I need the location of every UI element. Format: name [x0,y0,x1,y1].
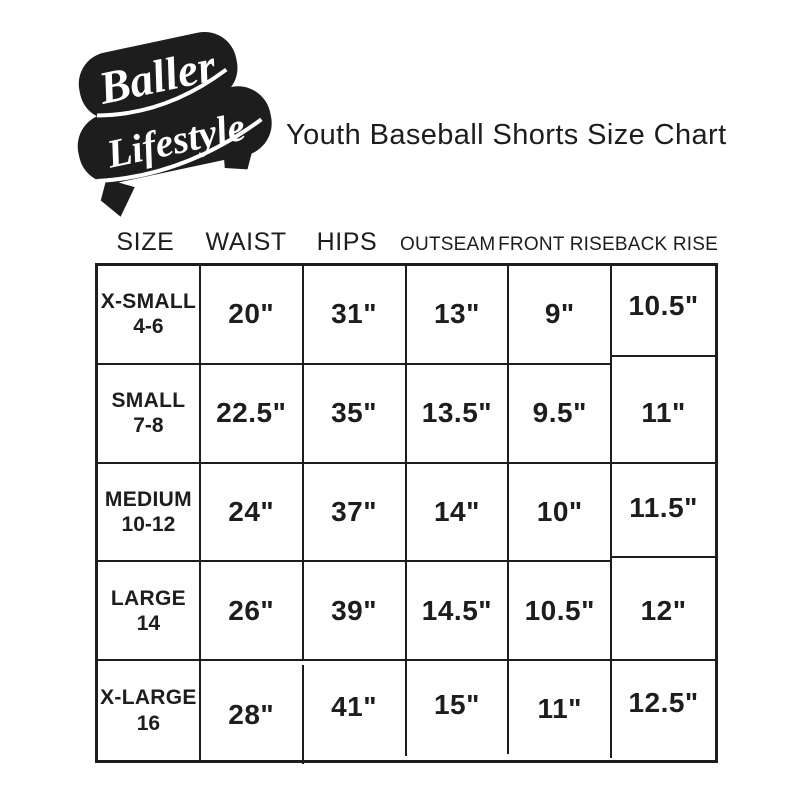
back-rise-cell: 11.5" [612,460,715,559]
logo-artwork: Baller Lifestyle [77,31,272,217]
size-label: X-SMALL [100,290,197,314]
size-fit: 7-8 [133,414,164,438]
header-waist: WAIST [205,228,287,256]
outseam-cell: 14" [406,463,510,563]
header-front-rise: FRONT RISE [498,234,615,255]
hips-cell: 41" [304,657,407,756]
waist-cell: 20" [200,266,304,365]
back-rise-cell: 12" [612,562,715,662]
hips-cell: 37" [303,463,407,563]
waist-cell: 24" [200,463,304,563]
back-rise-cell: 10.5" [612,258,715,357]
front-rise-cell: 10" [509,463,613,563]
header-outseam: OUTSEAM [400,234,496,255]
header-hips: HIPS [316,228,378,256]
outseam-cell: 13.5" [406,364,510,464]
size-fit: 10-12 [121,512,176,536]
size-cell: X-LARGE 16 [98,661,201,760]
hips-cell: 35" [303,364,407,464]
size-label: MEDIUM [104,487,192,511]
size-cell: SMALL 7-8 [98,364,201,464]
front-rise-cell: 9" [509,266,613,365]
size-label: LARGE [110,586,186,610]
size-label: X-LARGE [100,686,197,710]
hips-cell: 31" [303,266,407,365]
page-title: Youth Baseball Shorts Size Chart [286,119,727,151]
size-cell: LARGE 14 [98,562,201,662]
size-fit: 16 [136,711,161,735]
front-rise-cell: 9.5" [509,364,613,464]
outseam-cell: 14.5" [406,562,510,662]
size-cell: X-SMALL 4-6 [98,266,201,365]
size-fit: 14 [136,611,161,635]
logo-swash-bottom [96,117,263,183]
back-rise-cell: 11" [612,365,715,464]
front-rise-cell: 11" [509,659,613,758]
waist-cell: 28" [201,665,304,764]
size-table: X-SMALL 4-6 20" 31" 13" 9" 10.5" SMALL 7… [95,263,718,764]
header-size: SIZE [116,228,175,256]
column-headers: SIZE WAIST HIPS OUTSEAM FRONT RISE BACK … [95,230,718,255]
hips-cell: 39" [303,562,407,662]
baller-lifestyle-logo: Baller Lifestyle [66,26,278,218]
size-cell: MEDIUM 10-12 [98,463,201,563]
front-rise-cell: 10.5" [509,562,613,662]
size-fit: 4-6 [133,315,164,339]
logo-swash-top [96,67,228,118]
header-back-rise: BACK RISE [614,234,719,255]
outseam-cell: 15" [407,655,510,754]
outseam-cell: 13" [406,266,510,365]
size-label: SMALL [111,389,186,412]
waist-cell: 26" [200,562,304,662]
waist-cell: 22.5" [200,364,304,464]
back-rise-cell: 12.5" [628,686,699,718]
